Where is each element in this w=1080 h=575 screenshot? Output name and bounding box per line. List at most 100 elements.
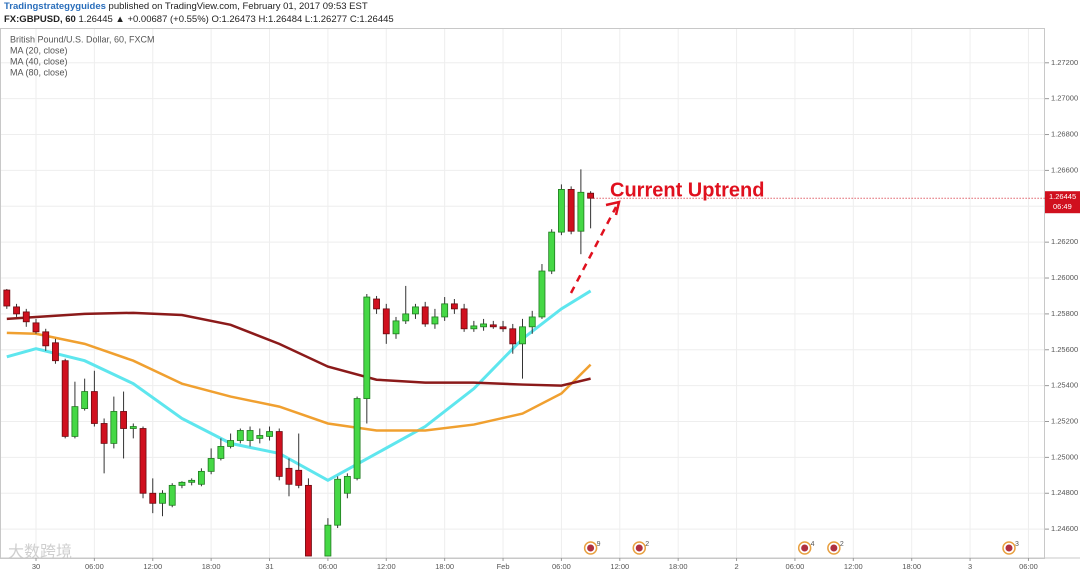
candle-body: [567, 189, 575, 232]
x-tick-label: 2: [734, 562, 738, 571]
event-count: 3: [1015, 541, 1019, 548]
ma-line: [6, 311, 591, 387]
candle-body: [509, 328, 517, 345]
candle-body: [558, 189, 565, 233]
candle-body: [197, 470, 205, 485]
x-tick-label: 06:00: [319, 562, 338, 571]
candle-body: [139, 428, 147, 494]
candle-body: [519, 326, 526, 345]
x-tick-label: 06:00: [552, 562, 571, 571]
x-tick-label: 18:00: [669, 562, 688, 571]
candle-body: [489, 324, 497, 328]
candle-body: [305, 484, 312, 557]
x-tick-label: 18:00: [202, 562, 221, 571]
legend-entry[interactable]: MA (20, close): [10, 45, 68, 55]
candle-body: [295, 469, 303, 486]
y-tick-label: 1.26000: [1051, 273, 1078, 282]
x-tick-label: 06:00: [786, 562, 805, 571]
y-tick-label: 1.26800: [1051, 130, 1078, 139]
y-tick-label: 1.26200: [1051, 237, 1078, 246]
watermark: 大数跨境: [8, 542, 72, 561]
candle-body: [129, 426, 137, 429]
event-flag: [587, 544, 595, 552]
event-flag: [1005, 544, 1013, 552]
candle-body: [275, 431, 283, 477]
candle-body: [431, 316, 439, 325]
candle-body: [363, 296, 371, 399]
candle-body: [353, 398, 361, 479]
candle-body: [528, 316, 536, 328]
x-tick-label: 06:00: [1019, 562, 1038, 571]
candle-body: [402, 313, 410, 322]
annotation: Current Uptrend: [610, 179, 764, 201]
event-count: 2: [840, 541, 844, 548]
trend-arrow: [569, 206, 618, 294]
candle-body: [441, 303, 449, 318]
x-tick-label: 12:00: [844, 562, 863, 571]
candle-body: [81, 391, 89, 409]
candle-body: [256, 435, 264, 439]
candle-body: [499, 326, 507, 330]
legend-entry[interactable]: MA (80, close): [10, 67, 68, 77]
candle-body: [334, 478, 342, 526]
y-tick-label: 1.25000: [1051, 452, 1078, 461]
candle-body: [217, 446, 225, 459]
candle-body: [90, 391, 98, 424]
candle-body: [421, 306, 429, 325]
candle-body: [168, 484, 176, 506]
candle-body: [382, 308, 390, 335]
x-tick-label: 18:00: [902, 562, 921, 571]
candle-body: [373, 298, 380, 310]
candle-body: [22, 311, 30, 323]
candle-body: [110, 411, 118, 444]
author[interactable]: Tradingstrategyguides: [4, 1, 106, 12]
candle-body: [460, 308, 468, 330]
candle-body: [52, 342, 59, 362]
candle-body: [71, 406, 79, 437]
x-tick-label: 12:00: [143, 562, 162, 571]
x-tick-label: 06:00: [85, 562, 104, 571]
quote-line: FX:GBPUSD, 60 1.26445 ▲ +0.00687 (+0.55%…: [4, 14, 394, 25]
x-tick-label: 3: [968, 562, 972, 571]
x-tick-label: Feb: [497, 562, 510, 571]
candle-body: [266, 431, 273, 437]
x-tick-label: 31: [265, 562, 273, 571]
trend-arrow-head: [605, 200, 621, 216]
candle-body: [159, 492, 166, 504]
event-count: 4: [811, 541, 815, 548]
last-price-label: 1.26445: [1049, 192, 1076, 201]
candle-body: [480, 323, 487, 328]
event-flag: [801, 544, 809, 552]
candle-body: [13, 306, 20, 315]
last-price-box: [1045, 191, 1080, 214]
candle-body: [548, 231, 556, 272]
candle-body: [149, 492, 157, 504]
x-tick-label: 30: [32, 562, 40, 571]
countdown-label: 06:49: [1053, 202, 1072, 211]
event-count: 9: [597, 541, 601, 548]
x-tick-label: 12:00: [377, 562, 396, 571]
header-line: Tradingstrategyguides published on Tradi…: [4, 1, 368, 12]
candle-body: [236, 430, 244, 441]
y-tick-label: 1.25200: [1051, 416, 1078, 425]
candle-body: [412, 306, 419, 315]
event-flag: [830, 544, 838, 552]
y-tick-label: 1.25800: [1051, 309, 1078, 318]
y-tick-label: 1.24800: [1051, 488, 1078, 497]
candle-body: [32, 322, 40, 333]
candle-body: [324, 524, 332, 557]
candle-body: [470, 325, 478, 330]
candle-body: [392, 320, 400, 335]
y-tick-label: 1.24600: [1051, 524, 1078, 533]
candle-body: [207, 458, 215, 472]
candle-body: [587, 192, 595, 199]
candle-body: [42, 331, 50, 347]
y-tick-label: 1.27200: [1051, 58, 1078, 67]
symbol: FX:GBPUSD, 60: [4, 14, 76, 25]
x-tick-label: 18:00: [435, 562, 454, 571]
candle-body: [61, 360, 69, 437]
candle-body: [178, 481, 186, 486]
candle-body: [188, 479, 196, 483]
legend-entry[interactable]: MA (40, close): [10, 56, 68, 66]
